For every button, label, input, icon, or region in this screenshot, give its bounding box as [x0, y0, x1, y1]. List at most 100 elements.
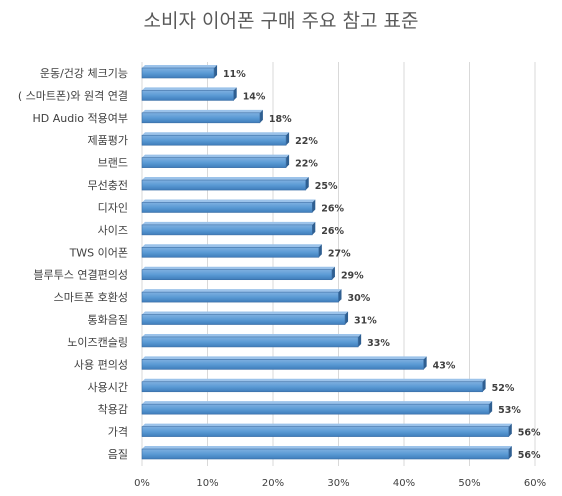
bar	[141, 154, 290, 168]
bar-top-face	[142, 87, 237, 91]
data-label: 27%	[328, 248, 351, 259]
bar-front-face	[141, 381, 483, 393]
category-label: ( 스마트폰)와 원격 연결	[18, 89, 128, 102]
x-tick-label: 30%	[327, 478, 349, 489]
bar	[141, 87, 237, 101]
bar-front-face	[141, 157, 287, 168]
category-label: 블루투스 연결편의성	[33, 269, 128, 282]
bar	[141, 177, 309, 191]
bar-top-face	[142, 356, 427, 360]
category-label: 디자인	[98, 201, 128, 214]
bar	[141, 446, 512, 460]
bar-top-face	[142, 109, 263, 113]
bar-front-face	[141, 448, 510, 460]
data-label: 25%	[315, 181, 338, 192]
bar-side-face	[305, 177, 309, 191]
data-label: 22%	[295, 136, 318, 147]
category-label: TWS 이어폰	[69, 246, 128, 259]
bars	[141, 65, 512, 460]
data-label: 56%	[518, 428, 541, 439]
bar	[141, 333, 362, 348]
bar-side-face	[312, 221, 316, 235]
bar-front-face	[141, 134, 287, 146]
x-tick-label: 60%	[524, 478, 546, 489]
bar-front-face	[141, 426, 510, 437]
bar	[141, 132, 290, 146]
bar-top-face	[142, 154, 290, 158]
bar-side-face	[286, 132, 290, 146]
bar	[141, 378, 486, 393]
category-label: 가격	[108, 426, 128, 439]
category-label: 사용시간	[88, 381, 128, 394]
bar-top-face	[142, 311, 349, 315]
category-label: 운동/건강 체크기능	[40, 67, 128, 80]
bar-front-face	[141, 202, 313, 213]
bar-top-face	[142, 289, 342, 293]
bar-side-face	[345, 311, 349, 325]
bar-side-face	[286, 154, 290, 168]
x-tick-label: 50%	[458, 478, 480, 489]
bar-side-face	[331, 266, 335, 280]
bar-front-face	[141, 179, 307, 191]
data-label: 18%	[269, 114, 292, 125]
gridlines	[141, 62, 536, 466]
data-label: 11%	[223, 69, 246, 80]
bar-side-face	[318, 244, 322, 258]
data-label: 43%	[433, 360, 456, 371]
bar-side-face	[312, 199, 316, 213]
bar-top-face	[142, 423, 512, 427]
data-label: 33%	[367, 338, 390, 349]
bar-front-face	[141, 90, 234, 101]
chart-title: 소비자 이어폰 구매 주요 참고 표준	[144, 10, 419, 32]
bar	[141, 244, 322, 258]
category-labels: 운동/건강 체크기능 ( 스마트폰)와 원격 연결 HD Audio 적용여부제품평…	[18, 67, 128, 461]
bar	[141, 199, 316, 213]
bar-side-face	[338, 289, 342, 303]
category-label: HD Audio 적용여부	[33, 112, 128, 125]
data-label: 52%	[492, 383, 515, 394]
category-label: 음질	[108, 448, 128, 461]
category-label: 브랜드	[98, 157, 128, 170]
data-label: 29%	[341, 271, 364, 282]
x-tick-label: 10%	[196, 478, 218, 489]
bar	[141, 221, 316, 236]
bar	[141, 65, 218, 79]
bar	[141, 356, 427, 370]
category-label: 무선충전	[88, 179, 128, 192]
bar-side-face	[233, 87, 237, 101]
category-label: 착용감	[98, 403, 128, 416]
x-tick-label: 40%	[393, 478, 415, 489]
bar-front-face	[141, 246, 320, 258]
x-tick-label: 0%	[134, 478, 150, 489]
data-label: 22%	[295, 159, 318, 170]
bar	[141, 289, 342, 303]
category-label: 사용 편의성	[74, 358, 128, 371]
bar-front-face	[141, 112, 261, 124]
bar-top-face	[142, 266, 335, 270]
bar-front-face	[141, 359, 424, 370]
bar-side-face	[423, 356, 427, 370]
bar	[141, 423, 512, 437]
category-label: 통화음질	[88, 314, 128, 327]
bar-top-face	[142, 401, 493, 405]
bar-top-face	[142, 446, 512, 449]
category-label: 제품평가	[88, 134, 128, 147]
bar-side-face	[508, 446, 512, 459]
bar-side-face	[482, 378, 486, 392]
category-label: 노이즈캔슬링	[67, 336, 128, 349]
bar-top-face	[142, 132, 290, 136]
data-label: 53%	[498, 405, 521, 416]
category-label: 사이즈	[98, 224, 128, 237]
bar-side-face	[489, 401, 493, 415]
bar-front-face	[141, 403, 490, 415]
bar-front-face	[141, 269, 333, 281]
bar-top-face	[142, 65, 218, 68]
bar-top-face	[142, 199, 316, 203]
bar	[141, 401, 493, 415]
data-label: 30%	[348, 293, 371, 304]
bar-side-face	[214, 65, 218, 78]
bar	[141, 266, 335, 281]
bar	[141, 109, 263, 124]
bar-side-face	[358, 333, 362, 347]
